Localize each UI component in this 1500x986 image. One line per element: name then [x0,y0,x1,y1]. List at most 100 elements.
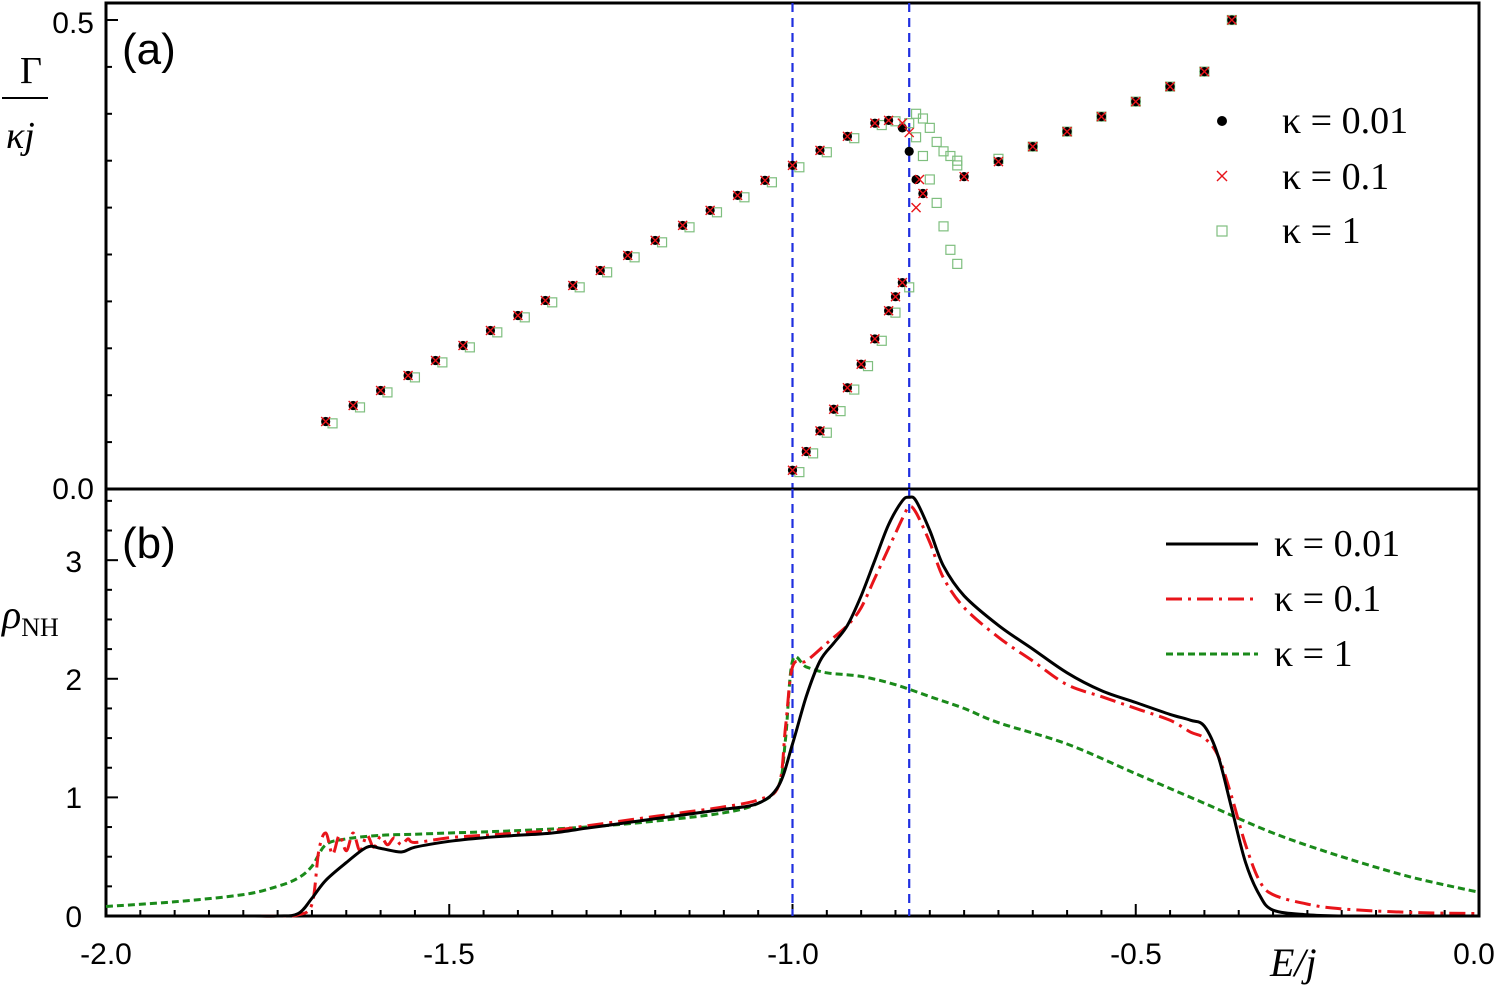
point-k01 [993,156,1004,167]
panel-b-lines [105,495,1480,918]
point-k01-stroke [911,202,922,213]
point-k01-stroke [856,359,867,370]
point-k01-stroke [917,188,928,199]
point-k01 [320,416,331,427]
point-k01-stroke [897,277,908,288]
point-k01-stroke [677,220,688,231]
point-k1 [904,282,915,293]
point-k01-stroke [890,291,901,302]
point-k01-stroke [1226,15,1237,25]
panel-b-reference-lines [791,489,911,916]
point-k1 [945,244,956,255]
panel-a-ticks [106,19,118,490]
point-k01 [1027,141,1038,152]
point-k01 [897,277,908,288]
point-k01 [869,118,880,129]
panel-a-points [320,14,1237,478]
point-k01 [914,174,925,185]
point-k01-stroke [540,295,551,306]
legend-a-label-k1: κ = 1 [1282,210,1361,252]
panel-b-ylabel: ρNH [0,592,59,642]
point-k1 [924,174,935,185]
legend-a-label-k01: κ = 0.1 [1282,156,1389,198]
point-k01 [403,370,414,381]
panel-b-ytick-1: 1 [65,782,82,815]
panel-b-xtick-1: -1.5 [423,938,475,971]
ylabel-numerator: Γ [20,50,42,92]
legend-a-label-k001: κ = 0.01 [1282,100,1408,142]
point-k01-stroke [485,325,496,336]
point-k01 [856,359,867,370]
point-k01-stroke [801,446,812,457]
point-k01-stroke [787,465,798,476]
point-k01 [1062,126,1073,137]
panel-b-xlabel: E/j [1269,940,1317,985]
point-k1 [924,122,935,133]
point-k01 [760,175,771,186]
point-k01 [705,205,716,216]
point-k01 [677,220,688,231]
point-k01 [911,202,922,213]
legend-b-label-k1: κ = 1 [1274,633,1353,675]
point-k01-stroke [512,310,523,321]
point-k01-stroke [1062,126,1073,137]
point-k001 [897,123,907,133]
panel-b-ytick-2: 2 [65,664,82,697]
panel-b-xtick-0: -2.0 [80,938,132,971]
point-k01-stroke [1199,66,1210,77]
panel-b-label: (b) [122,519,176,568]
point-k01-stroke [897,118,908,129]
legend-b-label-k001: κ = 0.01 [1274,523,1400,565]
panel-a: (a) 0.5 0.0 Γ κj κ = 0.01 κ = 0.1 κ = 1 [2,1,1481,506]
point-k01 [1096,111,1107,122]
point-k01-stroke [403,370,414,381]
point-k01 [842,382,853,393]
point-k01-stroke [1096,111,1107,122]
point-k01-stroke [650,235,661,246]
point-k01 [917,188,928,199]
point-k01 [375,385,386,396]
point-k01-stroke [732,190,743,201]
point-k1 [917,113,929,124]
point-k01 [430,355,441,366]
point-k01-stroke [1130,96,1141,107]
panel-b-xtick-4: 0.0 [1453,938,1495,971]
point-k01-stroke [869,333,880,344]
point-k001 [911,174,921,185]
point-k01-stroke [595,265,606,276]
panel-b-xtick-3: -0.5 [1110,938,1162,971]
point-k01-stroke [814,145,825,156]
point-k01 [883,115,894,126]
point-k01-stroke [787,160,798,171]
point-k01 [1165,81,1176,92]
panel-b-xtick-2: -1.0 [767,938,819,971]
point-k01 [814,425,825,436]
point-k01 [622,250,633,261]
point-k01 [842,131,853,142]
point-k1 [952,258,963,269]
line-k001 [105,495,1479,918]
panel-a-label: (a) [122,25,176,74]
point-k01-stroke [457,340,468,351]
point-k01 [348,400,359,411]
point-k01 [897,118,908,129]
ylabel-denominator: κj [6,115,35,157]
point-k01 [1130,96,1141,107]
panel-a-ytick-bottom: 0.0 [52,473,94,506]
point-k01 [1226,15,1237,25]
point-k1 [917,150,929,162]
point-k01-stroke [375,385,386,396]
point-k01-stroke [828,404,839,415]
point-k01-stroke [567,280,578,291]
point-k01 [567,280,578,291]
panel-a-ytick-top: 0.5 [52,7,94,40]
point-k01-stroke [760,175,771,186]
legend-b-label-k01: κ = 0.1 [1274,578,1381,620]
panel-b: (b) 0 1 2 3 ρNH -2.0 -1.5 -1.0 -0.5 0.0 … [0,487,1495,985]
point-k1 [931,197,942,209]
point-k01-stroke [348,400,359,411]
point-k01 [828,404,839,415]
panel-a-ylabel: Γ κj [2,50,48,157]
point-k01 [869,333,880,344]
